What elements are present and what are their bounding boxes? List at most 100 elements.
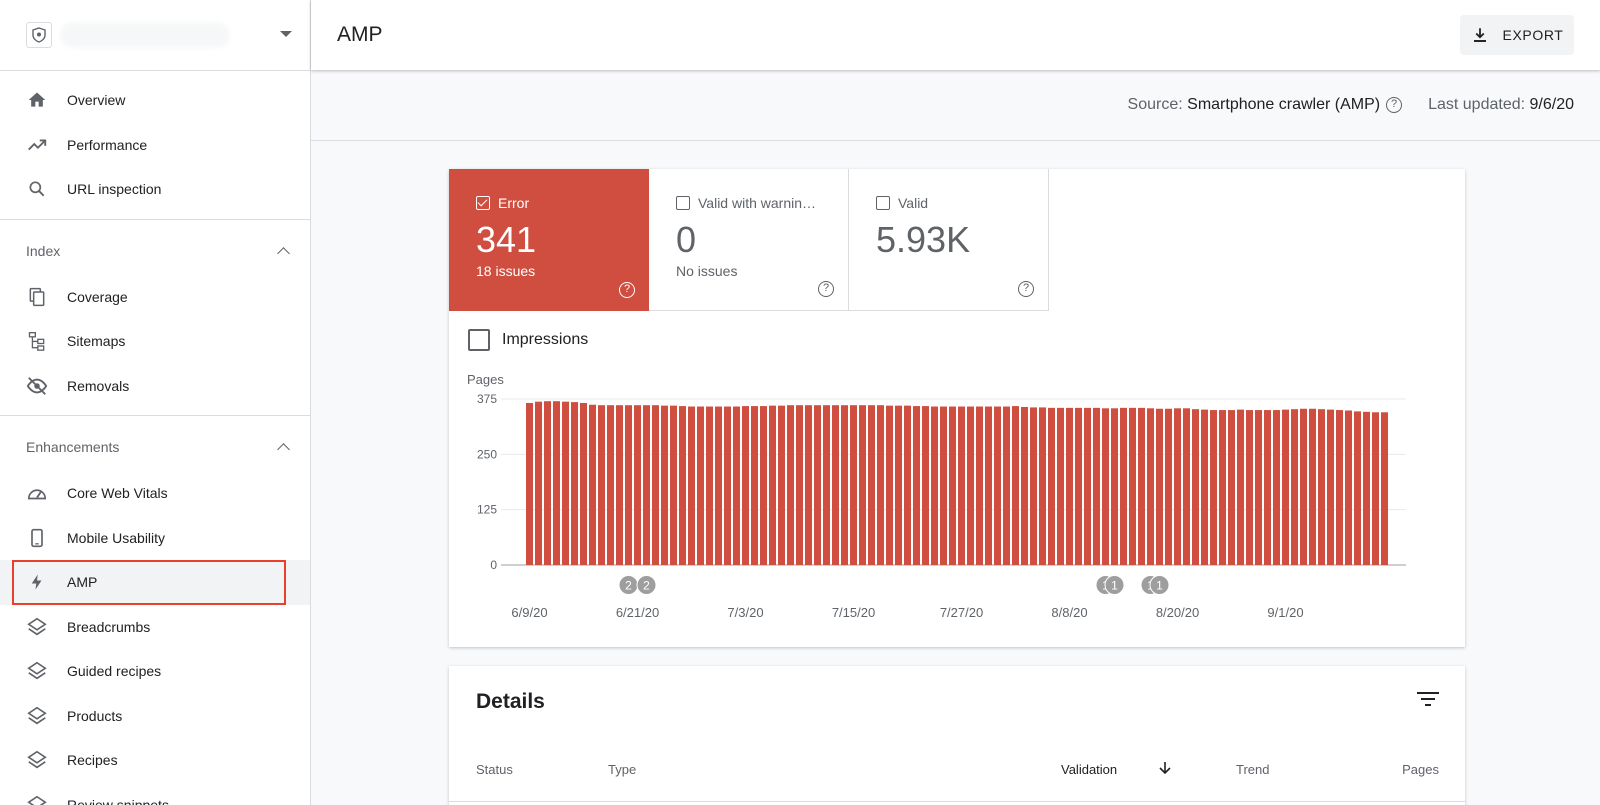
bar [1093, 407, 1101, 565]
col-validation[interactable]: Validation [1061, 762, 1118, 777]
impressions-toggle[interactable]: Impressions [468, 329, 588, 351]
sidebar-item-performance[interactable]: Performance [0, 123, 310, 168]
export-label: EXPORT [1502, 27, 1564, 43]
layers-icon [26, 616, 48, 638]
bar [1354, 411, 1362, 565]
copy-icon [26, 286, 48, 308]
bar [967, 406, 975, 565]
bar [1381, 412, 1389, 565]
col-status[interactable]: Status [476, 762, 513, 777]
sidebar-item-guided-recipes[interactable]: Guided recipes [0, 649, 310, 694]
details-title: Details [476, 690, 545, 713]
status-chart-card: Error 341 18 issues ? Valid with warnin…… [449, 169, 1465, 647]
bar [814, 405, 822, 565]
tile-valid[interactable]: Valid 5.93K ? [849, 169, 1049, 311]
bar [706, 406, 714, 565]
col-trend[interactable]: Trend [1236, 762, 1270, 777]
y-tick-label: 375 [477, 392, 497, 406]
bar [607, 405, 615, 565]
page-title: AMP [337, 23, 383, 46]
sidebar-item-review-snippets[interactable]: Review snippets [0, 783, 310, 805]
bolt-icon [26, 571, 48, 593]
bar [949, 406, 957, 565]
tile-valid-with-warnings[interactable]: Valid with warnin… 0 No issues ? [649, 169, 849, 311]
annotation-marker [1149, 575, 1170, 595]
caret-down-icon[interactable] [280, 31, 292, 37]
bar [661, 405, 669, 565]
eye-off-icon [26, 375, 48, 397]
sidebar-item-label: Coverage [67, 288, 128, 305]
bar [1255, 410, 1263, 565]
y-tick-label: 250 [477, 447, 497, 461]
chevron-up-icon [277, 443, 290, 456]
col-type[interactable]: Type [608, 762, 637, 777]
sidebar-item-label: Products [67, 707, 123, 724]
sidebar-item-label: Removals [67, 377, 130, 394]
bar [769, 405, 777, 565]
bar [1021, 406, 1029, 565]
help-icon[interactable]: ? [1018, 281, 1034, 297]
section-header-enhancements[interactable]: Enhancements [0, 423, 310, 471]
bar [895, 405, 903, 565]
checkbox-icon [876, 196, 890, 210]
bar [1309, 408, 1317, 565]
bar [616, 405, 624, 565]
sidebar-item-amp[interactable]: AMP [0, 560, 310, 605]
bar [1273, 410, 1281, 565]
sidebar-item-sitemaps[interactable]: Sitemaps [0, 319, 310, 364]
help-icon[interactable]: ? [818, 281, 834, 297]
sidebar-item-breadcrumbs[interactable]: Breadcrumbs [0, 605, 310, 650]
x-tick-label: 6/21/20 [616, 605, 659, 620]
filter-icon[interactable] [1417, 692, 1439, 710]
property-name-redacted [60, 22, 230, 48]
sidebar-item-removals[interactable]: Removals [0, 364, 310, 409]
bar [1048, 407, 1056, 565]
bar [688, 406, 696, 565]
sidebar-item-recipes[interactable]: Recipes [0, 738, 310, 783]
section-header-index[interactable]: Index [0, 227, 310, 275]
bar [1210, 410, 1218, 565]
x-tick-label: 7/27/20 [940, 605, 983, 620]
sidebar-item-core-web-vitals[interactable]: Core Web Vitals [0, 471, 310, 516]
bar [913, 406, 921, 565]
bar [724, 406, 732, 565]
bar [868, 405, 876, 565]
export-button[interactable]: EXPORT [1460, 15, 1574, 55]
bar [670, 405, 678, 565]
bar [1336, 410, 1344, 565]
search-icon [26, 178, 48, 200]
bar [1111, 408, 1119, 565]
sidebar-item-products[interactable]: Products [0, 694, 310, 739]
help-icon[interactable]: ? [619, 282, 635, 298]
bar [1327, 409, 1335, 565]
tile-subtext: No issues [676, 263, 738, 279]
sidebar-item-mobile-usability[interactable]: Mobile Usability [0, 516, 310, 561]
bar [886, 405, 894, 565]
sidebar-item-url-inspection[interactable]: URL inspection [0, 167, 310, 212]
sidebar-item-label: Review snippets [67, 796, 169, 805]
sidebar-item-overview[interactable]: Overview [0, 78, 310, 123]
col-pages[interactable]: Pages [1402, 762, 1439, 777]
help-icon[interactable]: ? [1386, 97, 1403, 113]
layers-icon [26, 660, 48, 682]
updated-label: Last updated: [1428, 96, 1526, 113]
bar [697, 406, 705, 565]
nav-enhancements-group: Enhancements Core Web Vitals Mobile Usab… [0, 416, 310, 805]
x-tick-label: 7/3/20 [727, 605, 763, 620]
x-tick-label: 6/9/20 [511, 605, 547, 620]
arrow-down-icon[interactable] [1158, 760, 1172, 779]
bar [1138, 407, 1146, 565]
updated-value: 9/6/20 [1529, 96, 1574, 113]
bar [1228, 410, 1236, 565]
bar [1246, 410, 1254, 565]
bar [1156, 408, 1164, 565]
trending-up-icon [26, 134, 48, 156]
annotation-label: 1 [1156, 579, 1163, 593]
sidebar-item-label: Performance [67, 136, 148, 153]
impressions-label: Impressions [502, 331, 589, 348]
property-selector[interactable] [0, 0, 310, 71]
bar [535, 401, 543, 565]
sidebar-item-coverage[interactable]: Coverage [0, 275, 310, 320]
tile-error[interactable]: Error 341 18 issues ? [449, 169, 649, 311]
sidebar-item-label: Core Web Vitals [67, 485, 168, 502]
